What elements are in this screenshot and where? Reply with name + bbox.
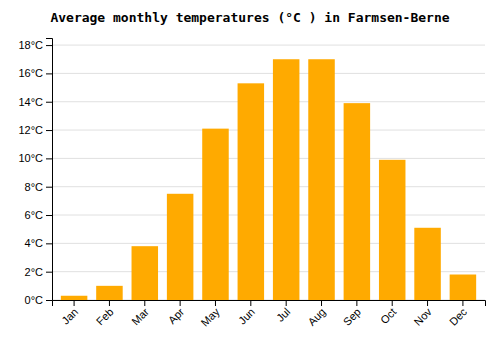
x-tick-mark [392, 300, 393, 306]
y-tick: 4°C [25, 237, 52, 249]
chart-svg: 0°C 2°C 4°C 6°C 8°C 10°C 12°C 14°C 16°C 18°C Jan Fe… [0, 0, 500, 350]
grid-line [52, 101, 485, 102]
bar [414, 228, 441, 300]
x-tick: Jan [59, 300, 80, 327]
title: Average monthly temperatures (°C ) in Fa… [50, 10, 449, 25]
y-tick-mark [46, 73, 52, 74]
x-tick-mark [321, 300, 322, 306]
x-tick: Jun [236, 300, 257, 327]
x-tick-label: Dec [447, 305, 470, 328]
x-axis-line [53, 301, 486, 307]
x-tick-label: Feb [94, 306, 116, 328]
y-tick: 0°C [25, 294, 52, 306]
bar [450, 275, 477, 300]
y-tick-mark [46, 187, 52, 188]
x-tick: Jul [274, 300, 292, 324]
x-tick: Nov [411, 300, 434, 328]
x-tick-label: Jan [59, 306, 80, 327]
x-tick-mark [109, 300, 110, 306]
bar [202, 129, 229, 300]
x-tick-mark [250, 300, 251, 306]
x-tick-label: Sep [341, 306, 363, 328]
x-tick-mark [74, 300, 75, 306]
x-tick-mark [180, 300, 181, 306]
bar [96, 286, 123, 300]
y-tick-mark [46, 45, 52, 46]
x-tick: Sep [341, 300, 363, 328]
y-tick-mark [46, 215, 52, 216]
bar [61, 296, 88, 300]
y-tick-label: 6°C [25, 209, 44, 221]
y-tick-mark [46, 272, 52, 273]
y-tick: 10°C [18, 152, 52, 164]
y-tick-label: 10°C [18, 152, 43, 164]
x-tick-label: Apr [166, 305, 187, 326]
y-tick-label: 12°C [18, 124, 43, 136]
x-tick-label: May [199, 305, 223, 329]
bar [273, 59, 300, 300]
x-tick-label: Mar [129, 305, 151, 327]
grid-line [52, 158, 485, 159]
y-tick-label: 18°C [18, 39, 43, 51]
x-tick-mark [462, 300, 463, 306]
x-tick-mark [286, 300, 287, 306]
x-tick: Dec [447, 300, 470, 328]
bar [167, 194, 194, 300]
x-tick-label: Aug [305, 306, 327, 328]
x-tick: Mar [129, 300, 151, 327]
y-tick-mark [46, 158, 52, 159]
x-tick-mark [427, 300, 428, 306]
y-tick-label: 2°C [25, 266, 44, 278]
y-tick-label: 16°C [18, 67, 43, 79]
x-tick-mark [144, 300, 145, 306]
y-tick-mark [46, 102, 52, 103]
y-tick-label: 8°C [25, 181, 44, 193]
x-tick-label: Jun [236, 306, 257, 327]
y-tick: 18°C [18, 39, 52, 51]
y-tick: 14°C [18, 96, 52, 108]
x-tick: Apr [166, 300, 187, 326]
grid-line [52, 45, 485, 46]
y-tick-mark [46, 300, 52, 301]
grid-line [52, 186, 485, 187]
y-tick-mark [46, 243, 52, 244]
x-axis: Jan Feb Mar Apr May Jun Jul Aug Sep Oct Nov Dec [53, 300, 486, 329]
bar [308, 59, 335, 300]
x-tick: Feb [94, 300, 116, 327]
y-tick: 2°C [25, 266, 52, 278]
x-tick-mark [215, 300, 216, 306]
y-tick-label: 0°C [25, 294, 44, 306]
bar [132, 246, 159, 300]
y-tick-mark [46, 130, 52, 131]
chart-container: 0°C 2°C 4°C 6°C 8°C 10°C 12°C 14°C 16°C 18°C Jan Fe… [0, 0, 500, 350]
grid [52, 45, 485, 300]
x-tick: Oct [378, 300, 399, 326]
x-tick: May [199, 300, 223, 329]
y-axis-line [46, 39, 53, 301]
grid-line [52, 73, 485, 74]
x-tick-mark [356, 300, 357, 306]
x-tick-label: Oct [378, 306, 399, 327]
x-tick-label: Nov [411, 305, 434, 328]
bar [344, 103, 371, 300]
grid-line [52, 130, 485, 131]
y-tick: 8°C [25, 181, 52, 193]
x-tick-label: Jul [274, 306, 292, 324]
plot: 0°C 2°C 4°C 6°C 8°C 10°C 12°C 14°C 16°C 18°C Jan Fe… [18, 39, 485, 329]
y-axis: 0°C 2°C 4°C 6°C 8°C 10°C 12°C 14°C 16°C 18°C [18, 39, 52, 307]
y-tick-label: 14°C [18, 96, 43, 108]
bars [61, 59, 476, 300]
bar [379, 160, 406, 300]
grid-line [52, 215, 485, 216]
y-tick: 16°C [18, 67, 52, 79]
y-tick: 6°C [25, 209, 52, 221]
y-tick: 12°C [18, 124, 52, 136]
bar [238, 83, 265, 300]
y-tick-label: 4°C [25, 237, 44, 249]
x-tick: Aug [305, 300, 327, 328]
